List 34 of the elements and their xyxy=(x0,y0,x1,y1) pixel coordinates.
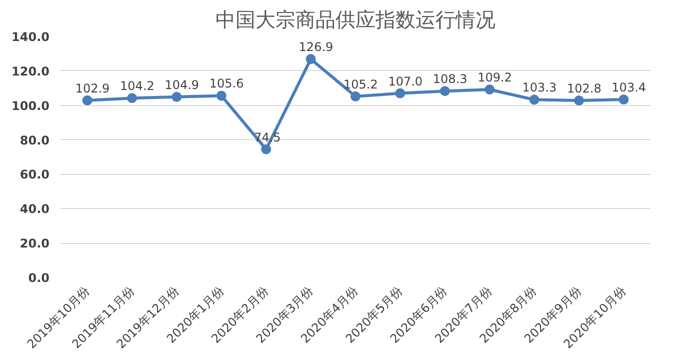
point xyxy=(395,88,406,98)
text: 104.2 xyxy=(120,79,154,94)
point xyxy=(216,90,226,101)
text: 103.3 xyxy=(522,80,557,95)
chart-title: 中国大宗商品供应指数运行情况 xyxy=(216,8,496,32)
y-tick-label: 140.0 xyxy=(12,30,50,44)
point xyxy=(529,94,540,105)
text: 107.0 xyxy=(388,74,423,88)
point xyxy=(306,54,316,64)
y-tick-label: 80.0 xyxy=(20,133,50,148)
y-tick-label: 60.0 xyxy=(20,168,50,182)
text: 108.3 xyxy=(432,72,468,86)
point xyxy=(350,91,360,102)
y-tick-label: 100.0 xyxy=(12,98,50,113)
point xyxy=(618,94,629,104)
text: 105.6 xyxy=(209,76,244,91)
text: 104.9 xyxy=(164,78,200,92)
point xyxy=(172,92,182,102)
y-tick-label: 120.0 xyxy=(12,64,50,78)
text: 102.9 xyxy=(75,81,110,96)
point xyxy=(484,84,495,95)
point xyxy=(440,86,450,96)
text: 102.8 xyxy=(566,82,602,96)
point xyxy=(127,93,138,104)
point xyxy=(261,144,272,154)
text: 105.2 xyxy=(344,77,378,92)
point xyxy=(574,96,584,106)
text: 126.9 xyxy=(298,40,334,54)
y-tick-label: 0.0 xyxy=(28,271,50,285)
text: 103.4 xyxy=(612,80,646,95)
y-tick-label: 40.0 xyxy=(20,202,50,216)
text: 109.2 xyxy=(478,70,512,85)
point xyxy=(82,95,92,106)
y-tick-label: 20.0 xyxy=(20,236,50,251)
